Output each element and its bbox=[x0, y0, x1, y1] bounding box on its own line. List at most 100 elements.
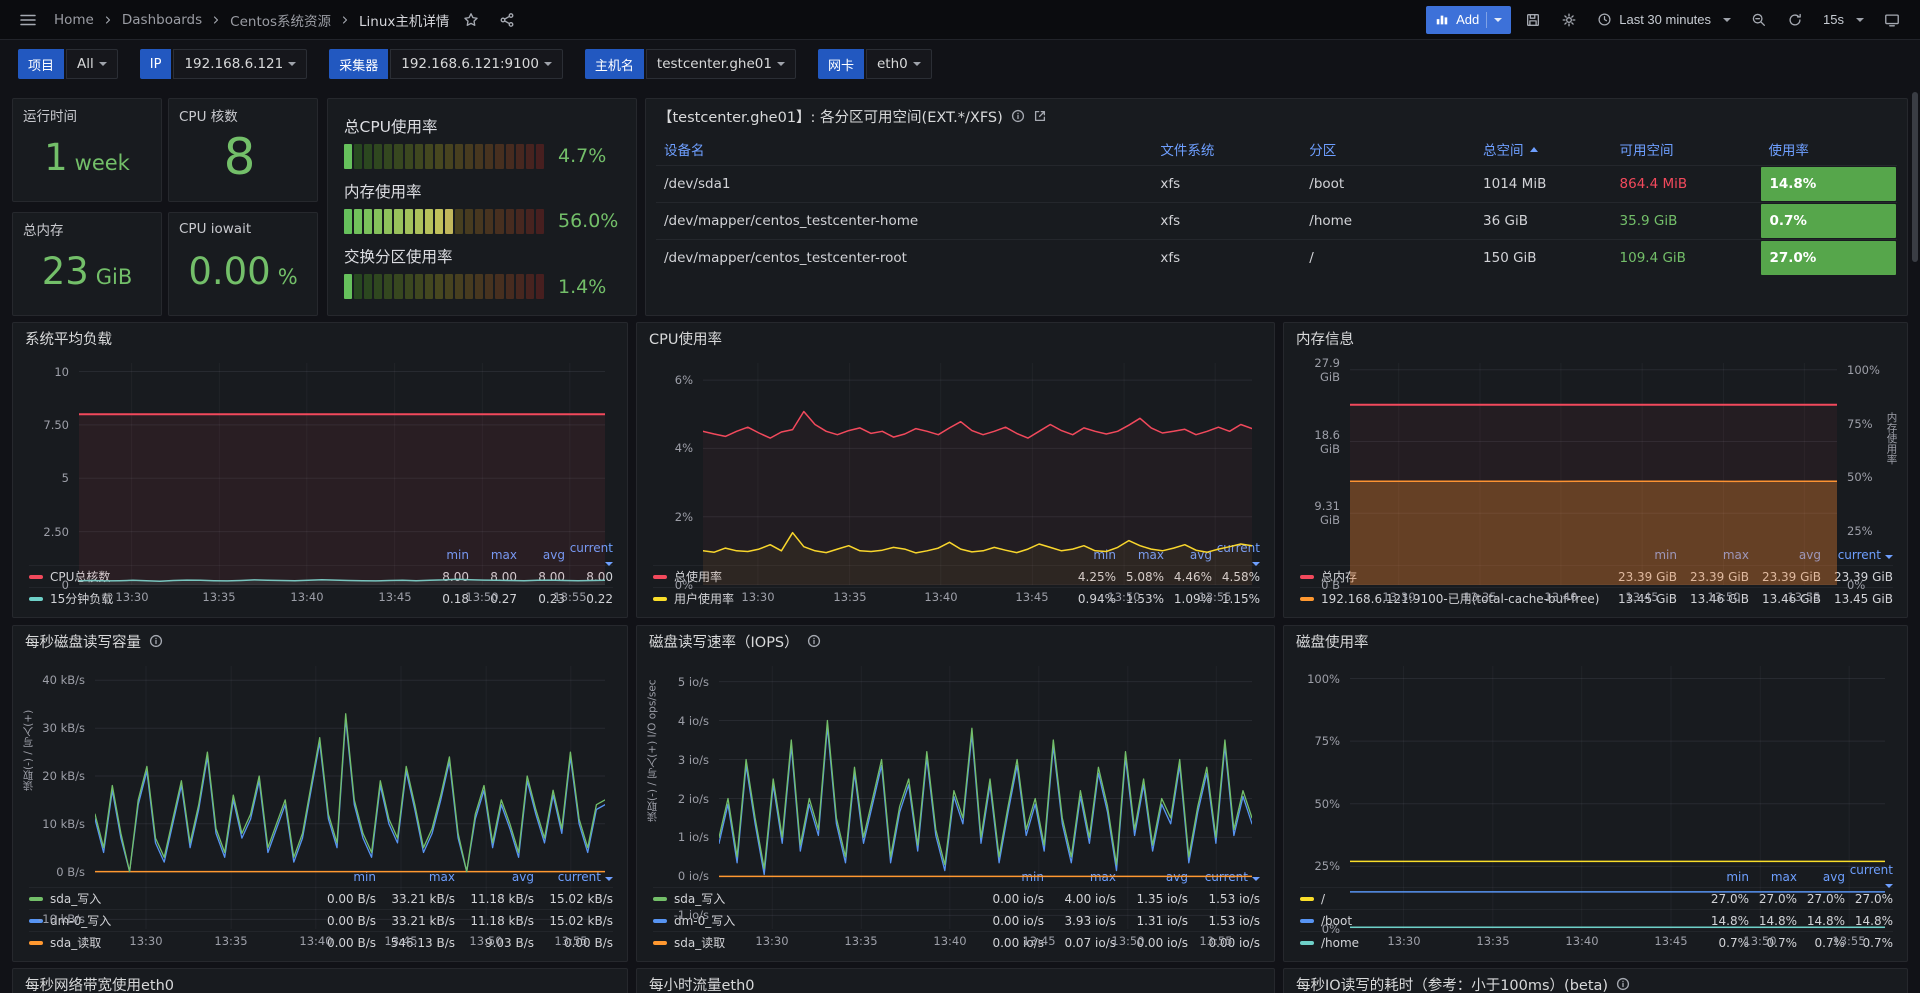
table-column-header[interactable]: 使用率 bbox=[1768, 143, 1809, 159]
legend-sort-max[interactable]: max bbox=[428, 870, 455, 884]
chart-area[interactable]: -1 io/s 0 io/s 1 io/s 2 io/s 3 io/s 4 io/s 5 i… bbox=[645, 658, 1266, 948]
scrollbar-thumb[interactable] bbox=[1912, 92, 1918, 262]
share-dashboard-button[interactable] bbox=[493, 6, 521, 34]
cell-available-space: 864.4 MiB bbox=[1619, 176, 1688, 192]
legend-series-name[interactable]: /home bbox=[1321, 935, 1360, 950]
y-axis-tick: 10 kB/s bbox=[42, 816, 85, 831]
chart-area[interactable]: -10 kB/s 0 B/s 10 kB/s 20 kB/s 30 kB/s 40 kB/… bbox=[21, 658, 619, 948]
legend-sort-current[interactable]: current bbox=[1821, 548, 1893, 562]
info-icon[interactable] bbox=[807, 634, 821, 648]
legend-sort-min[interactable]: min bbox=[446, 548, 469, 562]
legend-row: 15分钟负载 0.18 0.27 0.23 0.22 bbox=[29, 587, 613, 609]
chart-area[interactable]: 0 B 9.31 GiB 18.6 GiB 27.9 GiB 0% 25% 50% 75% 10… bbox=[1292, 355, 1899, 604]
legend-sort-max[interactable]: max bbox=[1722, 548, 1749, 562]
save-dashboard-button[interactable] bbox=[1519, 6, 1547, 34]
table-column-header[interactable]: 分区 bbox=[1309, 143, 1337, 159]
stat-unit: GiB bbox=[95, 265, 133, 289]
x-axis-tick: 13:40 bbox=[299, 934, 333, 948]
panel-title-text[interactable]: 磁盘读写速率（IOPS） bbox=[649, 634, 799, 651]
add-panel-icon bbox=[1436, 15, 1448, 24]
legend-series-name[interactable]: 用户使用率 bbox=[674, 592, 735, 606]
gauge-cell bbox=[344, 143, 353, 169]
table-column-header[interactable]: 设备名 bbox=[664, 143, 705, 159]
filter-value-dropdown[interactable]: All bbox=[66, 49, 118, 79]
add-button[interactable]: Add bbox=[1426, 5, 1512, 34]
legend-sort-min[interactable]: min bbox=[353, 870, 376, 884]
breadcrumb-separator-icon bbox=[342, 15, 348, 24]
legend-value: 13.45 GiB bbox=[1617, 591, 1677, 606]
legend-sort-avg[interactable]: avg bbox=[511, 870, 534, 884]
chart-area[interactable]: 0% 2% 4% 6% 13:30 13:35 13:40 13:45 13:50 13:55 bbox=[645, 355, 1266, 604]
chart-area[interactable]: 0% 25% 50% 75% 100% 13:30 13:35 13:40 13:45 13:50… bbox=[1292, 658, 1899, 948]
breadcrumb-home[interactable]: Home bbox=[54, 11, 94, 28]
legend-value: 0.7% bbox=[1718, 935, 1750, 950]
panel-title-text[interactable]: 磁盘使用率 bbox=[1296, 634, 1369, 651]
filter-value-dropdown[interactable]: 192.168.6.121:9100 bbox=[390, 49, 563, 79]
series-color-swatch bbox=[1300, 574, 1314, 579]
panel-title-text[interactable]: 【testcenter.ghe01】: 各分区可用空间(EXT.*/XFS) bbox=[658, 109, 1003, 126]
info-icon[interactable] bbox=[1011, 109, 1025, 123]
time-range-picker[interactable]: Last 30 minutes bbox=[1591, 6, 1737, 34]
legend-sort-avg[interactable]: avg bbox=[1798, 548, 1821, 562]
chart-plot[interactable] bbox=[95, 658, 605, 929]
legend-sort-current[interactable]: current bbox=[534, 870, 613, 884]
legend-sort-avg[interactable]: avg bbox=[542, 548, 565, 562]
info-icon[interactable] bbox=[149, 634, 163, 648]
legend-sort-max[interactable]: max bbox=[490, 548, 517, 562]
filter-value-dropdown[interactable]: eth0 bbox=[865, 49, 932, 79]
panel-title-text[interactable]: 每秒磁盘读写容量 bbox=[25, 634, 141, 651]
panel-title-text[interactable]: 内存信息 bbox=[1296, 331, 1354, 348]
series-color-swatch bbox=[1300, 918, 1314, 923]
panel-title-text[interactable]: 每小时流量eth0 bbox=[649, 977, 755, 993]
table-column-header[interactable]: 可用空间 bbox=[1619, 143, 1674, 159]
filter-value-dropdown[interactable]: 192.168.6.121 bbox=[173, 49, 308, 79]
panel-title-text[interactable]: 系统平均负载 bbox=[25, 331, 112, 348]
legend-series-name[interactable]: sda_读取 bbox=[674, 936, 726, 950]
legend-sort-min[interactable]: min bbox=[1726, 870, 1749, 884]
external-link-icon[interactable] bbox=[1033, 109, 1047, 123]
table-column-header[interactable]: 总空间 bbox=[1475, 139, 1612, 159]
breadcrumb-dashboards[interactable]: Dashboards bbox=[121, 11, 203, 28]
legend-sort-max[interactable]: max bbox=[1770, 870, 1797, 884]
y-axis-tick: 4 io/s bbox=[677, 713, 709, 728]
zoom-out-time-button[interactable] bbox=[1745, 6, 1773, 34]
y-axis-tick: 3 io/s bbox=[677, 752, 709, 767]
sort-asc-icon bbox=[1529, 146, 1538, 152]
gauge-cell bbox=[364, 143, 373, 169]
star-dashboard-button[interactable] bbox=[457, 6, 485, 34]
legend-value: 0.7% bbox=[1766, 935, 1798, 950]
save-icon bbox=[1527, 13, 1540, 26]
y-axis-tick: 30 kB/s bbox=[42, 721, 85, 736]
refresh-button[interactable] bbox=[1781, 6, 1809, 34]
chart-plot[interactable] bbox=[703, 355, 1252, 585]
panel-title-text[interactable]: 每秒网络带宽使用eth0 bbox=[25, 977, 175, 993]
chart-plot[interactable] bbox=[719, 658, 1252, 929]
breadcrumb-folder[interactable]: Centos系统资源 bbox=[230, 13, 332, 30]
legend-sort-max[interactable]: max bbox=[1137, 548, 1164, 562]
chart-plot[interactable] bbox=[1350, 658, 1885, 929]
filter-value-dropdown[interactable]: testcenter.ghe01 bbox=[645, 49, 796, 79]
table-column-header[interactable]: 文件系统 bbox=[1160, 143, 1215, 159]
legend-sort-avg[interactable]: avg bbox=[1822, 870, 1845, 884]
gauge-cell bbox=[414, 143, 423, 169]
chart-area[interactable]: 0 2.50 5 7.50 10 13:30 13:35 13:40 13:45 13:50 13:… bbox=[21, 355, 619, 604]
gauge-cell bbox=[404, 208, 413, 234]
refresh-interval-dropdown[interactable]: 15s bbox=[1817, 6, 1870, 34]
chart-plot[interactable] bbox=[79, 355, 605, 585]
kiosk-mode-button[interactable] bbox=[1878, 6, 1906, 34]
menu-toggle-button[interactable] bbox=[14, 6, 42, 34]
legend-series-name[interactable]: sda_读取 bbox=[50, 936, 102, 950]
legend-sort-current[interactable]: current bbox=[565, 541, 613, 569]
gauge-cell bbox=[374, 143, 383, 169]
y-axis-tick: 0% bbox=[674, 578, 693, 592]
panel-title-text[interactable]: CPU使用率 bbox=[649, 331, 722, 348]
panel-title-text[interactable]: 每秒IO读写的耗时（参考：小于100ms）(beta) bbox=[1296, 977, 1609, 993]
panel-title-text: 运行时间 bbox=[23, 109, 77, 125]
chart-legend: min max avg current CPU总核数 8.00 8.00 8.00 8.00 15… bbox=[13, 541, 627, 617]
dashboard-settings-button[interactable] bbox=[1555, 6, 1583, 34]
info-icon[interactable] bbox=[1616, 977, 1630, 991]
chart-plot[interactable] bbox=[1350, 355, 1837, 585]
legend-sort-min[interactable]: min bbox=[1654, 548, 1677, 562]
legend-sort-current[interactable]: current bbox=[1845, 863, 1893, 891]
legend-sort-current[interactable]: current bbox=[1212, 541, 1260, 569]
